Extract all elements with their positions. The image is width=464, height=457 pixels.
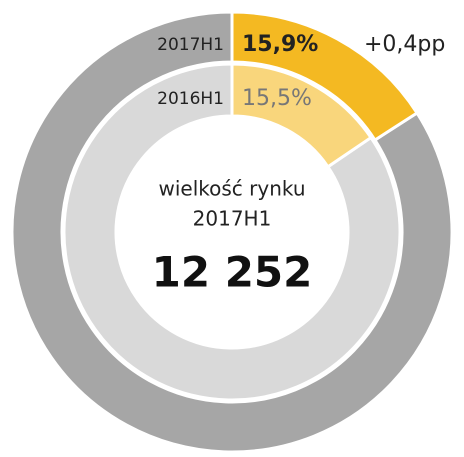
donut-slice — [62, 62, 402, 402]
series-label: 2017H1 — [157, 35, 224, 55]
donut-slice — [10, 10, 454, 454]
value-label: 15,9% — [242, 32, 318, 57]
donut-slice — [230, 62, 374, 169]
series-label: 2016H1 — [157, 89, 224, 109]
annotation: +0,4pp — [364, 32, 445, 57]
value-label: 15,5% — [242, 86, 312, 111]
donut-slice — [230, 10, 420, 143]
center-value: 12 252 — [152, 248, 313, 297]
center-sublabel: 2017H1 — [193, 207, 272, 231]
center-label: wielkość rynku — [158, 177, 305, 201]
